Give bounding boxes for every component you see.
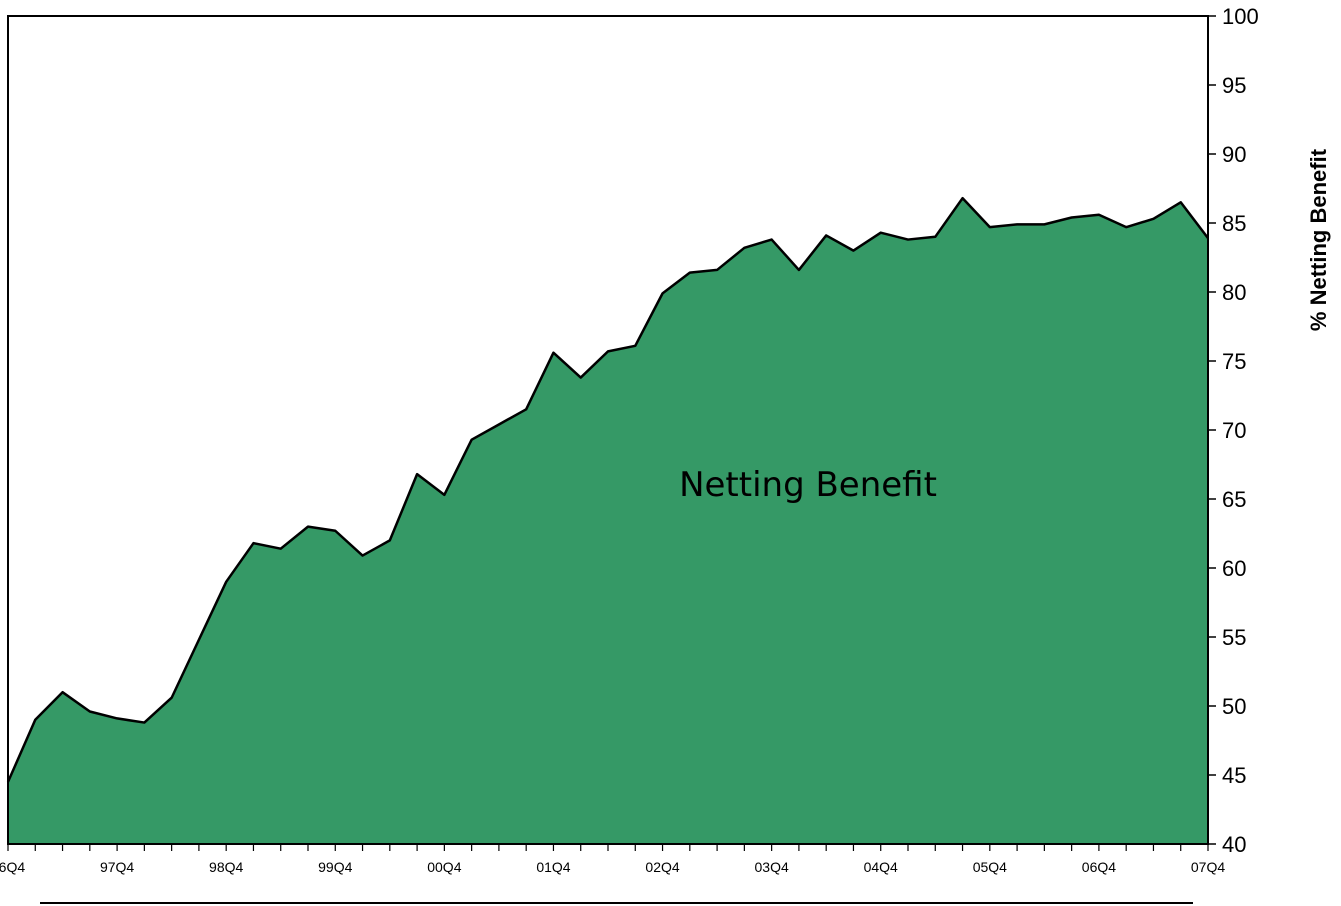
x-tick-label: 97Q4 [100,859,134,875]
x-tick-label: 01Q4 [536,859,570,875]
chart-annotation: Netting Benefit [679,465,937,505]
y-axis-title: % Netting Benefit [1306,148,1331,331]
y-tick-label: 75 [1222,349,1246,374]
x-tick-label: 98Q4 [209,859,243,875]
x-tick-label: 96Q4 [0,859,25,875]
y-tick-label: 80 [1222,280,1246,305]
x-tick-label: 04Q4 [864,859,898,875]
y-tick-label: 95 [1222,73,1246,98]
y-tick-label: 45 [1222,763,1246,788]
y-tick-label: 50 [1222,694,1246,719]
y-tick-label: 60 [1222,556,1246,581]
y-tick-label: 65 [1222,487,1246,512]
x-tick-label: 05Q4 [973,859,1007,875]
y-tick-label: 55 [1222,625,1246,650]
netting-benefit-area [8,198,1208,844]
y-tick-label: 40 [1222,832,1246,857]
y-tick-label: 90 [1222,142,1246,167]
y-tick-label: 100 [1222,4,1259,29]
y-tick-label: 85 [1222,211,1246,236]
x-tick-label: 03Q4 [755,859,789,875]
x-tick-label: 06Q4 [1082,859,1116,875]
x-tick-label: 07Q4 [1191,859,1225,875]
y-tick-label: 70 [1222,418,1246,443]
netting-benefit-line [6,196,1209,783]
x-tick-label: 02Q4 [645,859,679,875]
x-tick-label: 99Q4 [318,859,352,875]
x-tick-label: 00Q4 [427,859,461,875]
